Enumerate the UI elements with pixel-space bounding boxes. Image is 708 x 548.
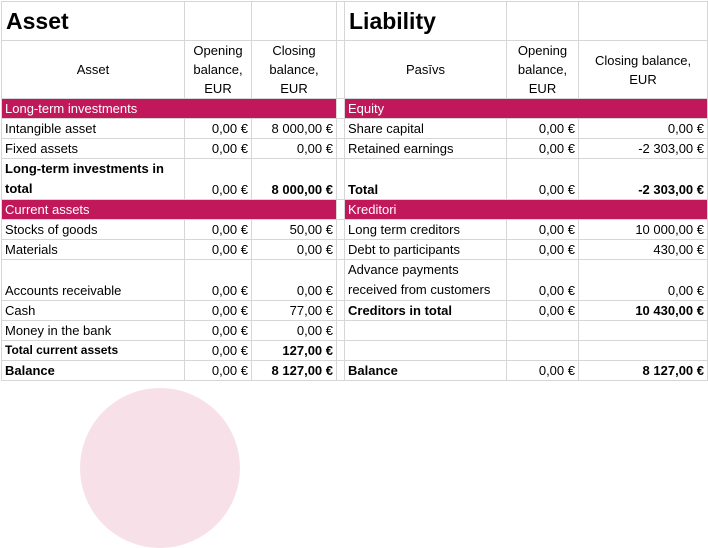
cell-value[interactable]: 10 430,00 €: [578, 300, 708, 321]
title-row: Asset Liability: [1, 1, 708, 41]
table-row: Money in the bank 0,00 € 0,00 €: [1, 320, 708, 341]
cell-label[interactable]: Advance payments received from customers: [344, 259, 507, 301]
section-equity[interactable]: Equity: [344, 98, 708, 119]
cell-label[interactable]: Creditors in total: [344, 300, 507, 321]
cell-label[interactable]: Debt to participants: [344, 239, 507, 260]
asset-closing-header[interactable]: Closing balance, EUR: [251, 40, 337, 99]
cell-value[interactable]: 0,00 €: [506, 138, 579, 159]
table-row: Total current assets 0,00 € 127,00 €: [1, 340, 708, 361]
cell-label[interactable]: Share capital: [344, 118, 507, 139]
section-row: Long-term investments Equity: [1, 98, 708, 119]
section-current-assets[interactable]: Current assets: [1, 199, 337, 220]
cell-value[interactable]: 77,00 €: [251, 300, 337, 321]
asset-title[interactable]: Asset: [1, 1, 185, 41]
cell-label[interactable]: Stocks of goods: [1, 219, 185, 240]
asset-opening-header[interactable]: Opening balance, EUR: [184, 40, 252, 99]
cell-label[interactable]: Materials: [1, 239, 185, 260]
cell-value[interactable]: 8 127,00 €: [578, 360, 708, 381]
cell-label[interactable]: Cash: [1, 300, 185, 321]
cell-value[interactable]: 0,00 €: [506, 118, 579, 139]
cell-value[interactable]: 0,00 €: [506, 360, 579, 381]
cell-value[interactable]: 0,00 €: [506, 259, 579, 301]
cell-value[interactable]: 0,00 €: [184, 138, 252, 159]
table-row: Accounts receivable 0,00 € 0,00 € Advanc…: [1, 259, 708, 301]
cell-label[interactable]: Long term creditors: [344, 219, 507, 240]
balance-sheet-table: Asset Liability Asset Opening balance, E…: [1, 1, 708, 381]
cell-value[interactable]: 0,00 €: [251, 239, 337, 260]
cell-label[interactable]: Intangible asset: [1, 118, 185, 139]
cell-value[interactable]: 10 000,00 €: [578, 219, 708, 240]
cell-value[interactable]: 0,00 €: [184, 360, 252, 381]
table-row: Materials 0,00 € 0,00 € Debt to particip…: [1, 239, 708, 260]
section-long-term-investments[interactable]: Long-term investments: [1, 98, 337, 119]
liability-closing-header[interactable]: Closing balance, EUR: [578, 40, 708, 99]
cell-value[interactable]: 0,00 €: [506, 300, 579, 321]
table-row: Stocks of goods 0,00 € 50,00 € Long term…: [1, 219, 708, 240]
cell-value[interactable]: 0,00 €: [251, 259, 337, 301]
cell-value[interactable]: 0,00 €: [184, 239, 252, 260]
cell-value[interactable]: 0,00 €: [578, 118, 708, 139]
cell-value[interactable]: -2 303,00 €: [578, 158, 708, 200]
section-row: Current assets Kreditori: [1, 199, 708, 220]
cell-value[interactable]: 0,00 €: [184, 300, 252, 321]
cell-value[interactable]: 8 000,00 €: [251, 158, 337, 200]
cell-label[interactable]: Retained earnings: [344, 138, 507, 159]
cell-label[interactable]: Money in the bank: [1, 320, 185, 341]
table-row: Fixed assets 0,00 € 0,00 € Retained earn…: [1, 138, 708, 159]
cell-label[interactable]: Long-term investments in total: [1, 158, 185, 200]
cell-value[interactable]: 0,00 €: [251, 138, 337, 159]
cell-label[interactable]: Total: [344, 158, 507, 200]
section-kreditori[interactable]: Kreditori: [344, 199, 708, 220]
cell-value[interactable]: 0,00 €: [251, 320, 337, 341]
cell-label[interactable]: Balance: [1, 360, 185, 381]
cell-value[interactable]: 0,00 €: [506, 158, 579, 200]
liability-col-header[interactable]: Pasīvs: [344, 40, 507, 99]
cell-value[interactable]: 0,00 €: [506, 219, 579, 240]
cell-value[interactable]: 0,00 €: [184, 118, 252, 139]
cell-value[interactable]: 8 000,00 €: [251, 118, 337, 139]
cell-value[interactable]: 0,00 €: [184, 219, 252, 240]
cell-value[interactable]: 127,00 €: [251, 340, 337, 361]
cell-value[interactable]: 0,00 €: [184, 259, 252, 301]
cell-value[interactable]: 0,00 €: [184, 320, 252, 341]
cell-value[interactable]: 0,00 €: [184, 340, 252, 361]
cell-label[interactable]: Total current assets: [1, 340, 185, 361]
cell-label[interactable]: Balance: [344, 360, 507, 381]
asset-col-header[interactable]: Asset: [1, 40, 185, 99]
header-row: Asset Opening balance, EUR Closing balan…: [1, 40, 708, 99]
table-row: Cash 0,00 € 77,00 € Creditors in total 0…: [1, 300, 708, 321]
liability-opening-header[interactable]: Opening balance, EUR: [506, 40, 579, 99]
cell-value[interactable]: 50,00 €: [251, 219, 337, 240]
cell-label[interactable]: Fixed assets: [1, 138, 185, 159]
cell-value[interactable]: -2 303,00 €: [578, 138, 708, 159]
cell-value[interactable]: 0,00 €: [506, 239, 579, 260]
cell-value[interactable]: 430,00 €: [578, 239, 708, 260]
cell-value[interactable]: 0,00 €: [184, 158, 252, 200]
watermark-logo: [80, 388, 240, 548]
table-row: Long-term investments in total 0,00 € 8 …: [1, 158, 708, 200]
cell-value[interactable]: 0,00 €: [578, 259, 708, 301]
liability-title[interactable]: Liability: [344, 1, 507, 41]
table-row: Balance 0,00 € 8 127,00 € Balance 0,00 €…: [1, 360, 708, 381]
table-row: Intangible asset 0,00 € 8 000,00 € Share…: [1, 118, 708, 139]
cell-value[interactable]: 8 127,00 €: [251, 360, 337, 381]
cell-label[interactable]: Accounts receivable: [1, 259, 185, 301]
